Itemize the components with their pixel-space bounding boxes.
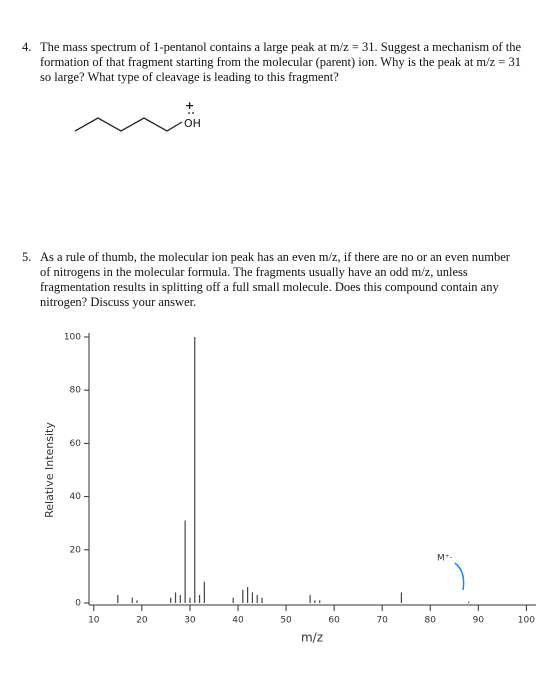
y-tick-label: 100 bbox=[64, 333, 81, 343]
x-tick-label: 20 bbox=[136, 616, 148, 626]
x-tick-label: 70 bbox=[376, 616, 388, 626]
x-tick-label: 50 bbox=[280, 616, 292, 626]
lone-pair bbox=[192, 112, 194, 114]
x-tick-label: 80 bbox=[425, 616, 437, 626]
x-tick-label: 30 bbox=[184, 616, 196, 626]
annotation-arrow bbox=[454, 562, 465, 591]
question-text: The mass spectrum of 1-pentanol contains… bbox=[40, 40, 521, 84]
question-number: 4. bbox=[22, 40, 32, 54]
annotation: M⁺· bbox=[437, 554, 452, 564]
x-tick-label: 10 bbox=[88, 616, 100, 626]
molecule-label: OH bbox=[184, 117, 201, 130]
y-tick-label: 40 bbox=[70, 492, 82, 502]
x-tick-label: 40 bbox=[232, 616, 244, 626]
molecule-charge: + bbox=[185, 99, 194, 112]
x-axis-label: m/z bbox=[301, 631, 323, 645]
x-tick-label: 60 bbox=[328, 616, 340, 626]
y-tick-label: 0 bbox=[75, 599, 81, 609]
x-tick-label: 90 bbox=[473, 616, 485, 626]
y-tick-label: 20 bbox=[70, 545, 82, 555]
question-number: 5. bbox=[22, 250, 32, 264]
y-tick-label: 80 bbox=[70, 386, 82, 396]
molecule-skeleton bbox=[74, 117, 183, 132]
question-text: As a rule of thumb, the molecular ion pe… bbox=[40, 250, 510, 309]
x-tick-label: 100 bbox=[518, 616, 535, 626]
question: 5. As a rule of thumb, the molecular ion… bbox=[22, 250, 522, 310]
question: 4. The mass spectrum of 1-pentanol conta… bbox=[22, 40, 522, 85]
y-axis-label: Relative Intensity bbox=[43, 422, 56, 518]
y-tick-label: 60 bbox=[70, 439, 82, 449]
lone-pair bbox=[188, 112, 190, 114]
